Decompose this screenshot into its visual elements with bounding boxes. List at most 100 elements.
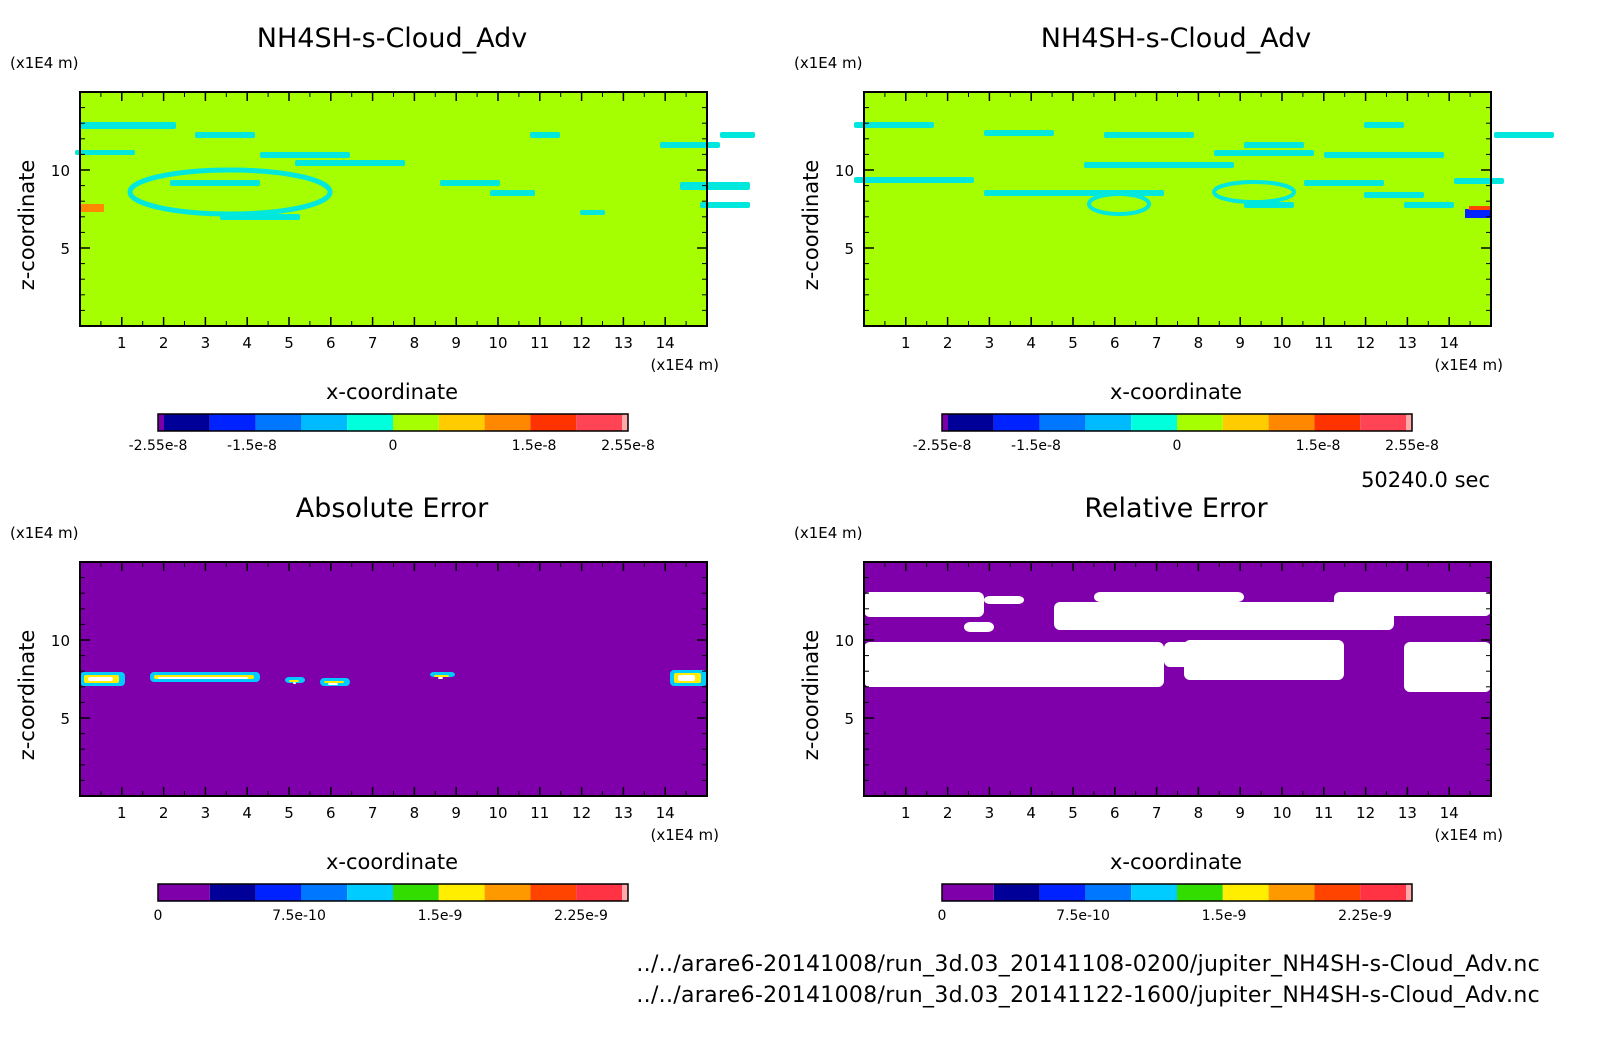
- cloud-contour: [1364, 122, 1404, 128]
- colorbar-label: 1.5e-9: [418, 908, 463, 924]
- colorbar-label: 0: [154, 908, 163, 924]
- colorbar-segment: [1177, 414, 1223, 431]
- file-path-2: ../../arare6-20141008/run_3d.03_20141122…: [636, 983, 1540, 1008]
- x-tick-label: 14: [656, 334, 675, 352]
- y-unit-label: (x1E4 m): [794, 524, 863, 542]
- panel-title: NH4SH-s-Cloud_Adv: [1041, 23, 1311, 54]
- x-unit-label: (x1E4 m): [650, 356, 719, 374]
- colorbar-label: 1.5e-8: [512, 438, 557, 454]
- x-axis-label: x-coordinate: [326, 380, 458, 404]
- colorbar-segment: [1268, 414, 1315, 431]
- colorbar-segment: [438, 884, 485, 901]
- x-tick-label: 14: [1440, 334, 1459, 352]
- x-tick-label: 9: [1235, 804, 1245, 822]
- colorbar-frame: [941, 883, 1413, 902]
- error-region: [984, 596, 1024, 604]
- x-tick-label: 2: [943, 804, 953, 822]
- x-tick-label: 10: [488, 804, 507, 822]
- error-contour: [293, 682, 296, 684]
- x-unit-label: (x1E4 m): [650, 826, 719, 844]
- x-tick-label: 8: [1194, 334, 1204, 352]
- x-tick-label: 9: [451, 334, 461, 352]
- x-tick-label: 1: [901, 804, 911, 822]
- colorbar-segment: [301, 884, 348, 901]
- cloud-contour: [720, 132, 755, 138]
- x-tick-label: 5: [284, 334, 294, 352]
- colorbar-label: 2.25e-9: [1338, 908, 1392, 924]
- cloud-contour: [1304, 180, 1384, 186]
- y-tick-label: 10: [51, 632, 70, 650]
- cloud-contour: [1364, 192, 1424, 198]
- colorbar-segment: [993, 414, 1040, 431]
- x-tick-label: 3: [201, 804, 211, 822]
- cloud-contour: [680, 182, 750, 190]
- x-unit-label: (x1E4 m): [1434, 826, 1503, 844]
- colorbar-segment: [301, 414, 348, 431]
- colorbar-segment: [484, 884, 531, 901]
- colorbar-segment: [255, 414, 302, 431]
- colorbar-segment: [1222, 884, 1269, 901]
- x-tick-label: 7: [368, 334, 378, 352]
- colorbar-segment: [1177, 884, 1223, 901]
- error-contour: [328, 683, 338, 685]
- colorbar-label: 2.25e-9: [554, 908, 608, 924]
- error-contour: [158, 677, 248, 679]
- x-tick-label: 3: [201, 334, 211, 352]
- x-tick-label: 10: [1272, 804, 1291, 822]
- colorbar-segment: [438, 414, 485, 431]
- colorbar-label: 7.5e-10: [1056, 908, 1110, 924]
- y-axis-label: z-coordinate: [15, 630, 39, 761]
- x-tick-label: 2: [159, 334, 169, 352]
- cloud-contour: [295, 160, 405, 166]
- error-contour: [324, 681, 344, 683]
- x-tick-label: 13: [1398, 804, 1417, 822]
- x-tick-label: 4: [242, 334, 252, 352]
- error-region: [864, 642, 1164, 687]
- x-tick-label: 4: [1026, 804, 1036, 822]
- error-region: [1184, 640, 1344, 680]
- error-contour: [434, 675, 449, 677]
- y-tick-label: 5: [844, 240, 854, 258]
- file-path-1: ../../arare6-20141008/run_3d.03_20141108…: [636, 952, 1540, 977]
- colorbar-frame: [941, 413, 1413, 432]
- colorbar-label: -2.55e-8: [913, 438, 972, 454]
- cloud-contour: [80, 204, 104, 212]
- x-tick-label: 11: [1314, 804, 1333, 822]
- cloud-contour: [170, 180, 260, 186]
- x-tick-label: 6: [1110, 804, 1120, 822]
- cloud-contour: [195, 132, 255, 138]
- colorbar-segment: [255, 884, 302, 901]
- colorbar-segment: [1360, 414, 1406, 431]
- panel-3: Absolute Error(x1E4 m)1 2 3 4 5 6 7 8 9 10 11 12 13 1…: [10, 493, 719, 924]
- x-tick-label: 5: [1068, 804, 1078, 822]
- x-tick-label: 1: [117, 804, 127, 822]
- colorbar-segment: [347, 884, 393, 901]
- colorbar-segment: [1222, 414, 1269, 431]
- cloud-contour: [530, 132, 560, 138]
- colorbar-label: 0: [938, 908, 947, 924]
- x-tick-label: 6: [1110, 334, 1120, 352]
- colorbar-segment: [993, 884, 1040, 901]
- error-contour: [88, 677, 113, 681]
- colorbar-segment: [1039, 884, 1086, 901]
- panel-title: NH4SH-s-Cloud_Adv: [257, 23, 527, 54]
- colorbar-end: [622, 884, 628, 901]
- panel-title: Absolute Error: [296, 493, 489, 524]
- x-tick-label: 1: [117, 334, 127, 352]
- colorbar-label: 2.55e-8: [601, 438, 655, 454]
- colorbar-segment: [576, 414, 622, 431]
- x-tick-label: 7: [368, 804, 378, 822]
- error-contour: [678, 675, 695, 681]
- colorbar-label: 1.5e-9: [1202, 908, 1247, 924]
- x-tick-label: 2: [159, 804, 169, 822]
- x-tick-label: 9: [451, 804, 461, 822]
- time-label: 50240.0 sec: [1361, 468, 1490, 492]
- panel-title: Relative Error: [1084, 493, 1268, 524]
- cloud-contour: [260, 152, 350, 158]
- cloud-contour: [1244, 142, 1304, 148]
- colorbar-segment: [1314, 884, 1361, 901]
- x-tick-label: 11: [1314, 334, 1333, 352]
- colorbar-segment: [948, 884, 994, 901]
- x-tick-label: 4: [242, 804, 252, 822]
- cloud-contour: [1404, 202, 1454, 208]
